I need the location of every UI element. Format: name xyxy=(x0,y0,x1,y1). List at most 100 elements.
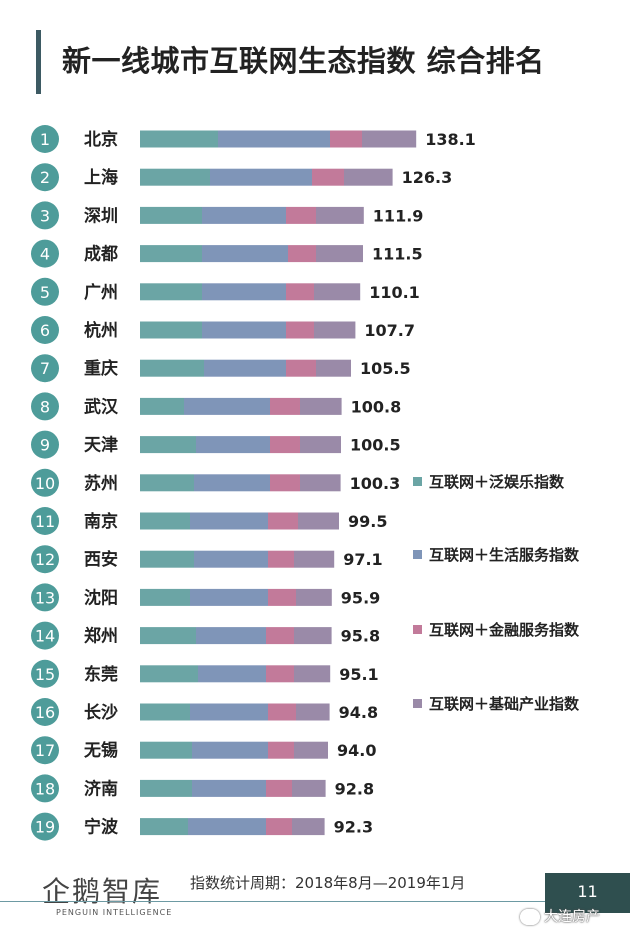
bar-segment-series-2 xyxy=(190,588,268,606)
city-label: 沈阳 xyxy=(84,587,118,608)
watermark: 大连房产 xyxy=(520,906,600,926)
rank-circle-1 xyxy=(31,125,59,153)
bar-segment-series-1 xyxy=(140,168,210,186)
bar-segment-series-3 xyxy=(288,245,316,263)
bar-segment-series-2 xyxy=(188,818,266,836)
city-label: 西安 xyxy=(84,549,118,570)
city-label: 杭州 xyxy=(84,320,118,341)
bar-segment-series-3 xyxy=(266,665,294,683)
bar-segment-series-4 xyxy=(316,206,364,224)
total-value-label: 111.5 xyxy=(372,245,423,264)
stacked-bar-chart: 1 北京 138.1 2 上海 126.3 3 深圳 111.9 4 成都 111.5 5 广州 110.1… xyxy=(31,125,580,841)
legend-label-1: 互联网＋泛娱乐指数 xyxy=(429,473,565,491)
total-value-label: 111.9 xyxy=(373,206,424,225)
rank-label: 16 xyxy=(35,703,55,722)
legend-swatch-3 xyxy=(413,625,422,634)
city-label: 重庆 xyxy=(84,358,118,379)
rank-circle-13 xyxy=(31,583,59,612)
total-value-label: 100.3 xyxy=(350,474,401,493)
bar-segment-series-2 xyxy=(198,665,266,683)
bar-segment-series-2 xyxy=(218,130,330,148)
bar-segment-series-4 xyxy=(294,550,335,568)
bar-segment-series-3 xyxy=(268,512,298,530)
bar-segment-series-2 xyxy=(196,436,270,454)
bar-segment-series-3 xyxy=(270,436,300,454)
bar-segment-series-1 xyxy=(140,703,190,721)
bar-segment-series-1 xyxy=(140,321,202,339)
total-value-label: 99.5 xyxy=(348,512,387,531)
rank-circle-15 xyxy=(31,659,59,688)
bar-segment-series-3 xyxy=(270,397,300,415)
bar-segment-series-3 xyxy=(286,359,316,377)
rank-circle-9 xyxy=(31,430,59,459)
bar-segment-series-1 xyxy=(140,588,190,606)
rank-circle-5 xyxy=(31,277,59,306)
city-label: 宁波 xyxy=(84,817,119,838)
page-number-box: 11 xyxy=(545,873,630,913)
bar-segment-series-1 xyxy=(140,206,202,224)
logo-text-cn: 企鹅智库 xyxy=(42,875,163,908)
chart-title: 新一线城市互联网生态指数 综合排名 xyxy=(62,44,545,78)
legend-label-4: 互联网＋基础产业指数 xyxy=(429,695,580,713)
city-label: 上海 xyxy=(84,167,118,188)
bar-segment-series-4 xyxy=(344,168,393,186)
bar-segment-series-3 xyxy=(286,206,316,224)
bar-segment-series-3 xyxy=(270,474,300,492)
bar-segment-series-2 xyxy=(196,627,266,645)
rank-circle-14 xyxy=(31,621,59,650)
rank-label: 1 xyxy=(40,130,50,149)
bar-segment-series-1 xyxy=(140,550,194,568)
bar-segment-series-2 xyxy=(190,703,268,721)
rank-label: 2 xyxy=(40,168,50,187)
bar-segment-series-1 xyxy=(140,397,184,415)
city-label: 苏州 xyxy=(84,473,118,494)
legend-label-2: 互联网＋生活服务指数 xyxy=(429,546,580,564)
total-value-label: 100.5 xyxy=(350,436,401,455)
rank-label: 11 xyxy=(35,512,55,531)
rank-label: 7 xyxy=(40,359,50,378)
bar-segment-series-4 xyxy=(314,321,356,339)
city-label: 武汉 xyxy=(84,396,119,417)
rank-label: 3 xyxy=(40,206,50,225)
rank-label: 14 xyxy=(35,627,55,646)
bar-segment-series-1 xyxy=(140,627,196,645)
bar-segment-series-4 xyxy=(298,512,339,530)
bar-segment-series-1 xyxy=(140,512,190,530)
bar-segment-series-3 xyxy=(266,818,292,836)
total-value-label: 95.8 xyxy=(341,627,380,646)
city-label: 南京 xyxy=(84,511,118,532)
bar-segment-series-3 xyxy=(286,321,314,339)
bar-segment-series-3 xyxy=(266,627,294,645)
bar-segment-series-3 xyxy=(286,283,314,301)
legend-label-3: 互联网＋金融服务指数 xyxy=(429,621,580,639)
bar-segment-series-2 xyxy=(210,168,312,186)
bar-segment-series-2 xyxy=(202,206,286,224)
wechat-icon xyxy=(520,909,540,925)
bar-segment-series-3 xyxy=(268,588,296,606)
bar-segment-series-4 xyxy=(314,283,361,301)
bar-segment-series-1 xyxy=(140,818,188,836)
rank-circle-2 xyxy=(31,163,59,192)
rank-circle-4 xyxy=(31,239,59,268)
rank-label: 17 xyxy=(35,741,55,760)
bar-segment-series-2 xyxy=(202,321,286,339)
rank-label: 9 xyxy=(40,436,50,455)
bar-segment-series-1 xyxy=(140,359,204,377)
bar-segment-series-2 xyxy=(184,397,270,415)
total-value-label: 126.3 xyxy=(402,168,453,187)
rank-label: 5 xyxy=(40,283,50,302)
total-value-label: 138.1 xyxy=(425,130,476,149)
total-value-label: 92.3 xyxy=(334,818,373,837)
city-label: 东莞 xyxy=(84,664,118,685)
rank-circle-19 xyxy=(31,812,59,841)
rank-circle-10 xyxy=(31,468,59,497)
city-label: 济南 xyxy=(84,778,118,799)
rank-label: 18 xyxy=(35,779,55,798)
bar-segment-series-1 xyxy=(140,245,202,263)
rank-circle-3 xyxy=(31,201,59,230)
city-label: 成都 xyxy=(84,244,118,265)
bar-segment-series-2 xyxy=(190,512,268,530)
total-value-label: 95.9 xyxy=(341,588,380,607)
rank-label: 19 xyxy=(35,818,55,837)
rank-label: 8 xyxy=(40,397,50,416)
